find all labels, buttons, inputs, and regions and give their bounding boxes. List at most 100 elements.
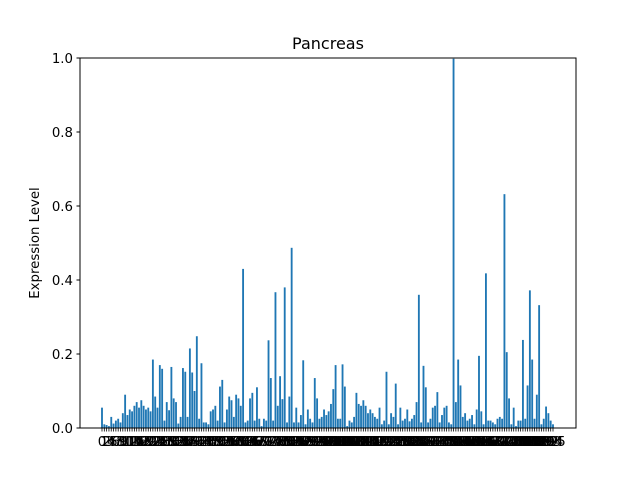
x-tick-label: 127 bbox=[383, 435, 408, 450]
x-tick-label: 74 bbox=[265, 435, 282, 450]
bar bbox=[177, 423, 180, 428]
x-tick-label: 24 bbox=[149, 435, 166, 450]
x-tick-label: 187 bbox=[522, 435, 547, 450]
bar bbox=[459, 385, 462, 428]
x-tick-label: 0 bbox=[98, 435, 106, 450]
bar bbox=[149, 411, 152, 428]
bar bbox=[515, 426, 517, 428]
x-tick-label: 109 bbox=[341, 435, 366, 450]
bar bbox=[286, 422, 288, 428]
bar bbox=[142, 405, 145, 428]
bar bbox=[302, 360, 305, 428]
bar bbox=[126, 415, 129, 428]
x-tick-label: 65 bbox=[244, 435, 261, 450]
bar bbox=[378, 407, 381, 428]
bar bbox=[253, 420, 256, 428]
x-tick-label: 173 bbox=[489, 435, 514, 450]
x-tick-label: 35 bbox=[174, 435, 191, 450]
x-tick-label: 44 bbox=[195, 435, 212, 450]
bar bbox=[508, 398, 510, 428]
x-tick-label: 54 bbox=[218, 435, 235, 450]
x-tick-label: 164 bbox=[469, 435, 494, 450]
bar bbox=[431, 407, 434, 428]
bar bbox=[334, 365, 337, 428]
bar bbox=[138, 407, 140, 428]
bar bbox=[538, 305, 541, 428]
x-tick-label: 96 bbox=[316, 435, 333, 450]
bar bbox=[415, 402, 418, 428]
x-tick-label: 140 bbox=[413, 435, 438, 450]
x-tick-label: 171 bbox=[485, 435, 510, 450]
bar bbox=[330, 403, 332, 428]
bar bbox=[387, 424, 390, 428]
x-tick-label: 143 bbox=[420, 435, 445, 450]
bar bbox=[131, 411, 133, 428]
bar bbox=[161, 368, 164, 428]
x-tick-label: 85 bbox=[290, 435, 307, 450]
bar bbox=[336, 418, 339, 428]
bar bbox=[452, 58, 455, 429]
bar bbox=[105, 425, 108, 428]
x-tick-label: 105 bbox=[332, 435, 357, 450]
x-tick-label: 64 bbox=[242, 435, 259, 450]
bar bbox=[406, 409, 409, 428]
bar bbox=[186, 416, 189, 428]
x-tick-label: 151 bbox=[439, 435, 464, 450]
bar bbox=[191, 372, 194, 428]
plot-frame bbox=[79, 57, 577, 429]
bar bbox=[267, 340, 270, 428]
bar bbox=[276, 405, 279, 428]
bar bbox=[293, 422, 295, 428]
x-tick-label: 5 bbox=[109, 435, 117, 450]
x-tick-label: 15 bbox=[128, 435, 145, 450]
x-tick-label: 13 bbox=[124, 435, 141, 450]
bar bbox=[394, 383, 397, 428]
y-tick-label: 0.0 bbox=[52, 422, 73, 437]
x-tick-label: 146 bbox=[427, 435, 452, 450]
bar bbox=[522, 339, 524, 428]
x-tick-label: 16 bbox=[131, 435, 148, 450]
x-tick-label: 95 bbox=[313, 435, 330, 450]
x-tick-label: 136 bbox=[404, 435, 429, 450]
bar bbox=[182, 368, 184, 428]
x-tick-label: 190 bbox=[529, 435, 554, 450]
x-tick-label: 195 bbox=[540, 435, 565, 450]
x-tick-label: 178 bbox=[501, 435, 526, 450]
x-tick-label: 181 bbox=[508, 435, 533, 450]
x-tick-label: 66 bbox=[246, 435, 263, 450]
x-tick-label: 107 bbox=[337, 435, 362, 450]
bar bbox=[438, 422, 441, 428]
x-tick-label: 165 bbox=[471, 435, 496, 450]
bar bbox=[528, 290, 531, 428]
x-tick-label: 9 bbox=[119, 435, 127, 450]
bar bbox=[526, 385, 529, 428]
bar bbox=[510, 424, 513, 428]
bar bbox=[101, 407, 103, 428]
x-tick-label: 167 bbox=[476, 435, 501, 450]
bar bbox=[163, 420, 166, 428]
chart-title: Pancreas bbox=[292, 34, 364, 53]
x-tick-label: 73 bbox=[262, 435, 279, 450]
x-tick-label: 61 bbox=[235, 435, 252, 450]
bar bbox=[272, 420, 275, 428]
x-tick-label: 82 bbox=[283, 435, 300, 450]
x-tick-label: 2 bbox=[102, 435, 110, 450]
x-tick-label: 134 bbox=[399, 435, 424, 450]
x-tick-label: 84 bbox=[288, 435, 305, 450]
bar bbox=[547, 413, 550, 428]
x-tick-label: 184 bbox=[515, 435, 540, 450]
x-tick-label: 141 bbox=[415, 435, 440, 450]
x-tick-label: 80 bbox=[279, 435, 296, 450]
bar bbox=[135, 402, 138, 428]
bar bbox=[410, 418, 413, 428]
x-tick-label: 90 bbox=[302, 435, 319, 450]
x-tick-label: 129 bbox=[388, 435, 413, 450]
x-tick-label: 45 bbox=[198, 435, 215, 450]
x-tick-label: 89 bbox=[299, 435, 316, 450]
bar bbox=[376, 418, 379, 428]
bar bbox=[258, 418, 261, 428]
bar bbox=[464, 413, 467, 428]
bar bbox=[503, 194, 506, 428]
bar bbox=[327, 411, 330, 428]
bar bbox=[531, 359, 534, 428]
